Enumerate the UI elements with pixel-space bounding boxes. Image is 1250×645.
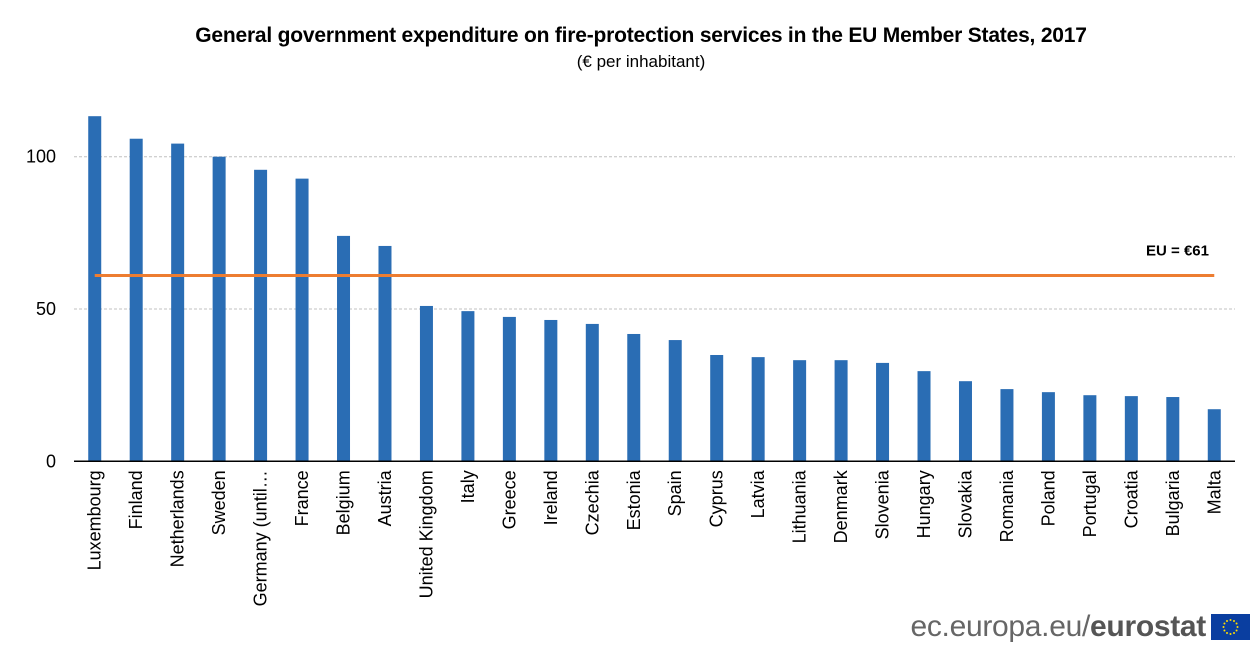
flag-star: [1233, 632, 1235, 635]
eu-average-label: EU = €61: [1146, 242, 1209, 259]
flag-star: [1222, 626, 1225, 628]
x-tick-label: Hungary: [914, 470, 934, 538]
bar: [337, 235, 351, 462]
bar: [1207, 409, 1221, 462]
x-tick-label: Greece: [499, 470, 519, 529]
bar: [834, 360, 848, 462]
bar: [502, 316, 516, 462]
flag-star: [1223, 629, 1226, 632]
chart-subtitle: (€ per inhabitant): [576, 52, 706, 71]
flag-star: [1229, 619, 1232, 621]
x-tick-label: United Kingdom: [416, 470, 436, 598]
bar: [212, 156, 226, 462]
x-tick-label: Italy: [458, 470, 478, 503]
x-tick-label: Latvia: [748, 469, 768, 518]
bar: [1000, 389, 1014, 462]
bar: [129, 138, 143, 462]
bar: [378, 245, 392, 462]
y-tick-label: 0: [46, 451, 56, 471]
flag-star: [1233, 619, 1235, 622]
bar: [668, 340, 682, 462]
x-tick-label: Sweden: [209, 470, 229, 535]
x-tick-label: Romania: [997, 469, 1017, 542]
x-tick-label: Czechia: [582, 469, 602, 535]
x-tick-label: Poland: [1038, 470, 1058, 526]
x-tick-label: Lithuania: [790, 469, 810, 543]
eu-flag-icon: [1211, 614, 1250, 640]
flag-star: [1223, 622, 1226, 625]
x-tick-label: Austria: [375, 469, 395, 526]
x-tick-label: Ireland: [541, 470, 561, 525]
bar: [461, 311, 475, 462]
bar: [1166, 397, 1180, 462]
bar: [295, 178, 309, 462]
bar: [585, 323, 599, 462]
x-tick-label: Cyprus: [707, 470, 727, 527]
eu-average-line-group: EU = €61: [94, 242, 1215, 277]
logo-brand: eurostat: [1090, 610, 1206, 643]
x-tick-label: Spain: [665, 470, 685, 516]
bar: [1041, 392, 1055, 462]
x-tick-label: Bulgaria: [1163, 469, 1183, 536]
flag-star: [1226, 632, 1228, 635]
flag-star: [1235, 622, 1238, 625]
bar: [627, 333, 641, 462]
x-tick-label: Finland: [126, 470, 146, 529]
y-tick-label: 100: [26, 147, 56, 167]
chart-title: General government expenditure on fire-p…: [195, 24, 1087, 47]
bar: [1083, 395, 1097, 462]
x-axis-ticks: Luxembourg Finland Netherlands Sweden German…: [85, 469, 1225, 606]
flag-star: [1229, 633, 1232, 635]
x-tick-label: Netherlands: [168, 470, 188, 567]
bar: [876, 362, 890, 462]
x-tick-label: France: [292, 470, 312, 526]
bar: [544, 319, 558, 462]
flag-star: [1236, 626, 1239, 628]
bar: [751, 357, 765, 462]
bar: [793, 360, 807, 462]
x-tick-label: Denmark: [831, 469, 851, 543]
x-tick-label: Croatia: [1121, 469, 1141, 528]
bar: [419, 305, 433, 462]
eurostat-logo: ec.europa.eu/eurostat: [910, 610, 1250, 643]
bar: [1124, 396, 1138, 462]
x-tick-label: Slovakia: [955, 469, 975, 538]
gridlines: [74, 156, 1235, 310]
bar: [958, 381, 972, 462]
flag-star: [1235, 629, 1238, 632]
logo-domain: ec.europa.eu/: [910, 610, 1091, 643]
x-tick-label: Portugal: [1080, 470, 1100, 537]
bar: [88, 116, 102, 462]
x-tick-label: Belgium: [334, 470, 354, 535]
y-axis-ticks: 0 50 100: [26, 147, 56, 472]
x-tick-label: Germany (until…: [251, 470, 271, 606]
bars: [88, 116, 1221, 462]
bar: [917, 371, 931, 462]
y-tick-label: 50: [36, 299, 56, 319]
flag-star: [1226, 619, 1228, 622]
bar: [171, 143, 185, 462]
x-tick-label: Estonia: [624, 469, 644, 530]
x-tick-label: Slovenia: [873, 469, 893, 539]
bar: [254, 169, 268, 462]
x-tick-label: Luxembourg: [85, 470, 105, 570]
x-tick-label: Malta: [1204, 469, 1224, 514]
bar: [710, 354, 724, 462]
